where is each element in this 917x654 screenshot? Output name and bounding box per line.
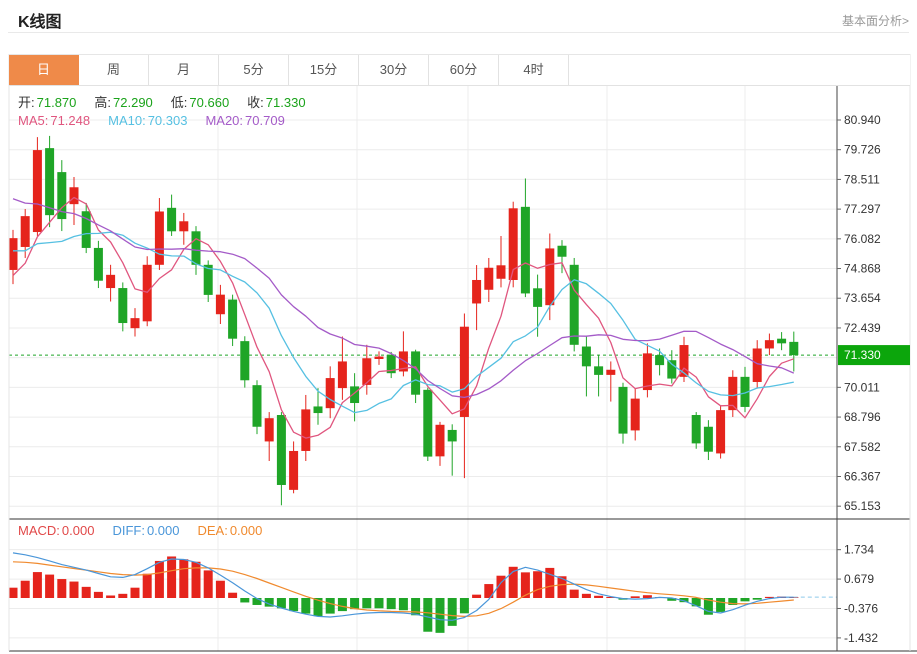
period-tabbar: 日周月 5分 15分 30分 60分 4时 [9,54,910,86]
period-tab-周[interactable]: 周 [79,55,149,85]
price-axis-label: 80.940 [844,113,881,127]
macd-legend: MACD: 0.000 DIFF: 0.000 DEA: 0.000 [18,523,280,538]
price-axis-label: 68.796 [844,410,881,424]
legend-item: DEA: 0.000 [197,523,263,538]
legend-item: MA20: 70.709 [205,113,285,128]
period-tab-4时[interactable]: 4时 [499,55,569,85]
legend-item: 开: 71.870 [18,95,77,110]
legend-item: MACD: 0.000 [18,523,95,538]
price-axis-label: 67.582 [844,440,881,454]
price-axis-label: 74.868 [844,262,881,276]
price-axis-label: 72.439 [844,321,881,335]
header-separator [8,32,909,33]
macd-axis-label: -1.432 [844,631,878,645]
page-title: K线图 [18,14,62,31]
period-tab-60分[interactable]: 60分 [429,55,499,85]
price-axis-label: 77.297 [844,202,881,216]
period-tab-5分[interactable]: 5分 [219,55,289,85]
ohlc-legend: 开: 71.870 高: 72.290 低: 70.660 收: 71.330 [18,92,324,111]
fundamental-analysis-link[interactable]: 基本面分析> [841,14,909,28]
price-axis-label: 65.153 [844,499,881,513]
legend-item: MA5: 71.248 [18,113,91,128]
legend-item: 收: 71.330 [247,95,306,110]
period-tab-日[interactable]: 日 [9,55,79,85]
price-axis-label: 78.511 [844,172,880,186]
price-axis-label: 73.654 [844,291,881,305]
ma-legend: MA5: 71.248 MA10: 70.303 MA20: 70.709 [18,113,303,128]
current-price-value: 71.330 [844,348,881,362]
macd-axis-label: 0.679 [844,572,874,586]
legend-item: 低: 70.660 [170,95,230,110]
legend-item: 高: 72.290 [94,95,153,110]
period-tab-15分[interactable]: 15分 [289,55,359,85]
legend-item: MA10: 70.303 [108,113,188,128]
price-axis-label: 70.011 [844,380,880,394]
macd-axis-label: -0.376 [844,601,878,615]
legend-item: DIFF: 0.000 [112,523,180,538]
macd-axis-label: 1.734 [844,543,874,557]
period-tab-月[interactable]: 月 [149,55,219,85]
price-axis-label: 66.367 [844,469,881,483]
period-tab-30分[interactable]: 30分 [359,55,429,85]
price-axis-label: 79.726 [844,143,881,157]
current-price-badge [838,345,910,366]
price-axis-label: 76.082 [844,232,881,246]
